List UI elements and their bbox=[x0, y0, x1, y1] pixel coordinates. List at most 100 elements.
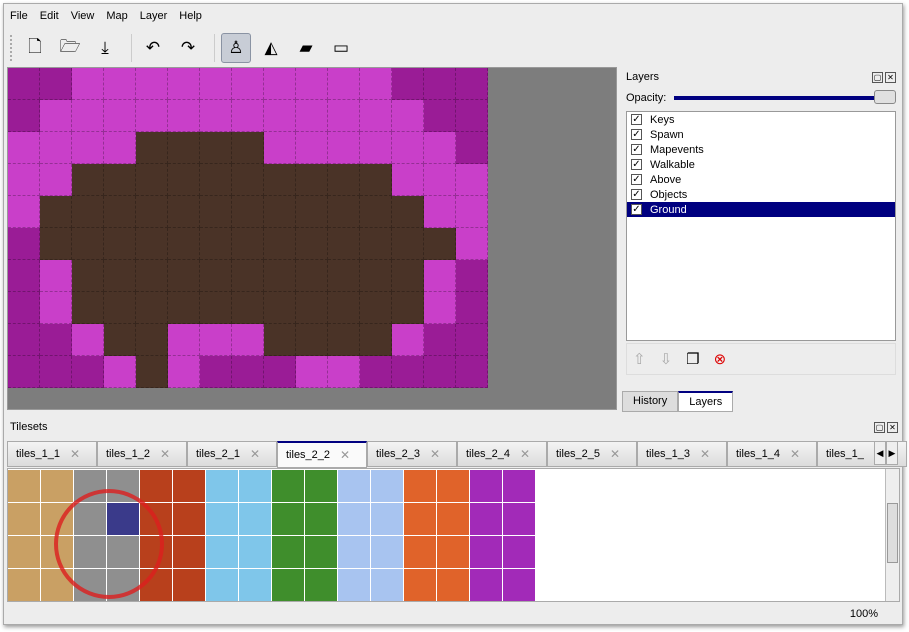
map-tile[interactable] bbox=[360, 132, 392, 164]
move-layer-up-icon[interactable]: ⇧ bbox=[633, 351, 646, 368]
tileset-tile[interactable] bbox=[239, 470, 272, 503]
tab-layers[interactable]: Layers bbox=[678, 391, 734, 412]
tileset-tile[interactable] bbox=[404, 503, 437, 536]
tileset-tile[interactable] bbox=[338, 503, 371, 536]
map-tile[interactable] bbox=[200, 164, 232, 196]
map-tile[interactable] bbox=[424, 196, 456, 228]
map-tile[interactable] bbox=[328, 260, 360, 292]
map-tile[interactable] bbox=[328, 196, 360, 228]
close-tab-icon[interactable]: ✕ bbox=[700, 447, 711, 461]
map-tile[interactable] bbox=[136, 228, 168, 260]
map-tile[interactable] bbox=[328, 356, 360, 388]
tileset-tab[interactable]: tiles_1_4 ✕ bbox=[727, 441, 817, 467]
map-tile[interactable] bbox=[8, 68, 40, 100]
tileset-tile[interactable] bbox=[173, 569, 206, 601]
tileset-tile[interactable] bbox=[470, 536, 503, 569]
tileset-tile[interactable] bbox=[437, 503, 470, 536]
map-tile[interactable] bbox=[168, 260, 200, 292]
map-tile[interactable] bbox=[200, 132, 232, 164]
tileset-tile[interactable] bbox=[338, 470, 371, 503]
map-tile[interactable] bbox=[392, 324, 424, 356]
new-button[interactable]: 🗋 bbox=[20, 33, 50, 63]
map-tile[interactable] bbox=[328, 100, 360, 132]
map-tile[interactable] bbox=[360, 100, 392, 132]
map-tile[interactable] bbox=[456, 68, 488, 100]
map-tile[interactable] bbox=[264, 356, 296, 388]
map-tile[interactable] bbox=[232, 356, 264, 388]
tileset-tile[interactable] bbox=[272, 503, 305, 536]
visibility-checkbox[interactable]: ✓ bbox=[631, 114, 642, 125]
tileset-tab[interactable]: tiles_2_4 ✕ bbox=[457, 441, 547, 467]
map-tile[interactable] bbox=[200, 196, 232, 228]
map-tile[interactable] bbox=[392, 132, 424, 164]
map-tile[interactable] bbox=[296, 132, 328, 164]
map-tile[interactable] bbox=[424, 260, 456, 292]
map-tile[interactable] bbox=[456, 228, 488, 260]
map-tile[interactable] bbox=[424, 324, 456, 356]
tileset-tile[interactable] bbox=[140, 470, 173, 503]
visibility-checkbox[interactable]: ✓ bbox=[631, 129, 642, 140]
map-tile[interactable] bbox=[136, 324, 168, 356]
tileset-tile[interactable] bbox=[305, 503, 338, 536]
map-tile[interactable] bbox=[72, 132, 104, 164]
map-tile[interactable] bbox=[456, 132, 488, 164]
close-tab-icon[interactable]: ✕ bbox=[160, 447, 171, 461]
map-tile[interactable] bbox=[168, 132, 200, 164]
layer-item[interactable]: ✓ Keys bbox=[627, 112, 895, 127]
map-tile[interactable] bbox=[168, 100, 200, 132]
map-tile[interactable] bbox=[296, 100, 328, 132]
tileset-tile[interactable] bbox=[8, 470, 41, 503]
map-grid[interactable] bbox=[8, 68, 488, 388]
map-tile[interactable] bbox=[328, 324, 360, 356]
map-tile[interactable] bbox=[168, 68, 200, 100]
opacity-slider-handle[interactable] bbox=[874, 90, 896, 104]
map-tile[interactable] bbox=[296, 292, 328, 324]
map-tile[interactable] bbox=[392, 164, 424, 196]
tileset-tile[interactable] bbox=[8, 536, 41, 569]
tileset-tile[interactable] bbox=[371, 569, 404, 601]
map-tile[interactable] bbox=[424, 100, 456, 132]
map-tile[interactable] bbox=[424, 164, 456, 196]
map-tile[interactable] bbox=[232, 196, 264, 228]
map-tile[interactable] bbox=[136, 260, 168, 292]
map-tile[interactable] bbox=[72, 68, 104, 100]
layer-item[interactable]: ✓ Ground bbox=[627, 202, 895, 217]
visibility-checkbox[interactable]: ✓ bbox=[631, 204, 642, 215]
tileset-tile[interactable] bbox=[239, 569, 272, 601]
tileset-tile[interactable] bbox=[305, 536, 338, 569]
tileset-tab[interactable]: tiles_1_2 ✕ bbox=[97, 441, 187, 467]
close-icon[interactable]: ✕ bbox=[885, 72, 896, 83]
map-tile[interactable] bbox=[360, 292, 392, 324]
tab-scroll-left-icon[interactable]: ◀ bbox=[874, 441, 886, 465]
map-tile[interactable] bbox=[40, 68, 72, 100]
redo-button[interactable]: ↷ bbox=[173, 33, 203, 63]
close-tab-icon[interactable]: ✕ bbox=[340, 448, 351, 462]
map-tile[interactable] bbox=[360, 356, 392, 388]
tileset-tile[interactable] bbox=[173, 536, 206, 569]
map-tile[interactable] bbox=[200, 228, 232, 260]
map-tile[interactable] bbox=[360, 164, 392, 196]
map-tile[interactable] bbox=[328, 164, 360, 196]
tileset-tile[interactable] bbox=[272, 470, 305, 503]
tileset-tile[interactable] bbox=[173, 470, 206, 503]
stamp-brush-button[interactable]: ♙ bbox=[221, 33, 251, 63]
menu-layer[interactable]: Layer bbox=[139, 10, 168, 22]
tileset-tile[interactable] bbox=[437, 569, 470, 601]
map-tile[interactable] bbox=[104, 196, 136, 228]
map-tile[interactable] bbox=[200, 356, 232, 388]
map-tile[interactable] bbox=[360, 196, 392, 228]
map-tile[interactable] bbox=[264, 292, 296, 324]
map-tile[interactable] bbox=[328, 68, 360, 100]
map-tile[interactable] bbox=[104, 164, 136, 196]
map-tile[interactable] bbox=[168, 196, 200, 228]
map-tile[interactable] bbox=[456, 100, 488, 132]
map-tile[interactable] bbox=[456, 292, 488, 324]
map-tile[interactable] bbox=[296, 356, 328, 388]
tileset-tile[interactable] bbox=[338, 536, 371, 569]
map-tile[interactable] bbox=[264, 260, 296, 292]
remove-layer-icon[interactable]: ⊗ bbox=[713, 351, 727, 368]
tileset-tile[interactable] bbox=[470, 470, 503, 503]
map-tile[interactable] bbox=[360, 260, 392, 292]
map-tile[interactable] bbox=[456, 260, 488, 292]
visibility-checkbox[interactable]: ✓ bbox=[631, 189, 642, 200]
